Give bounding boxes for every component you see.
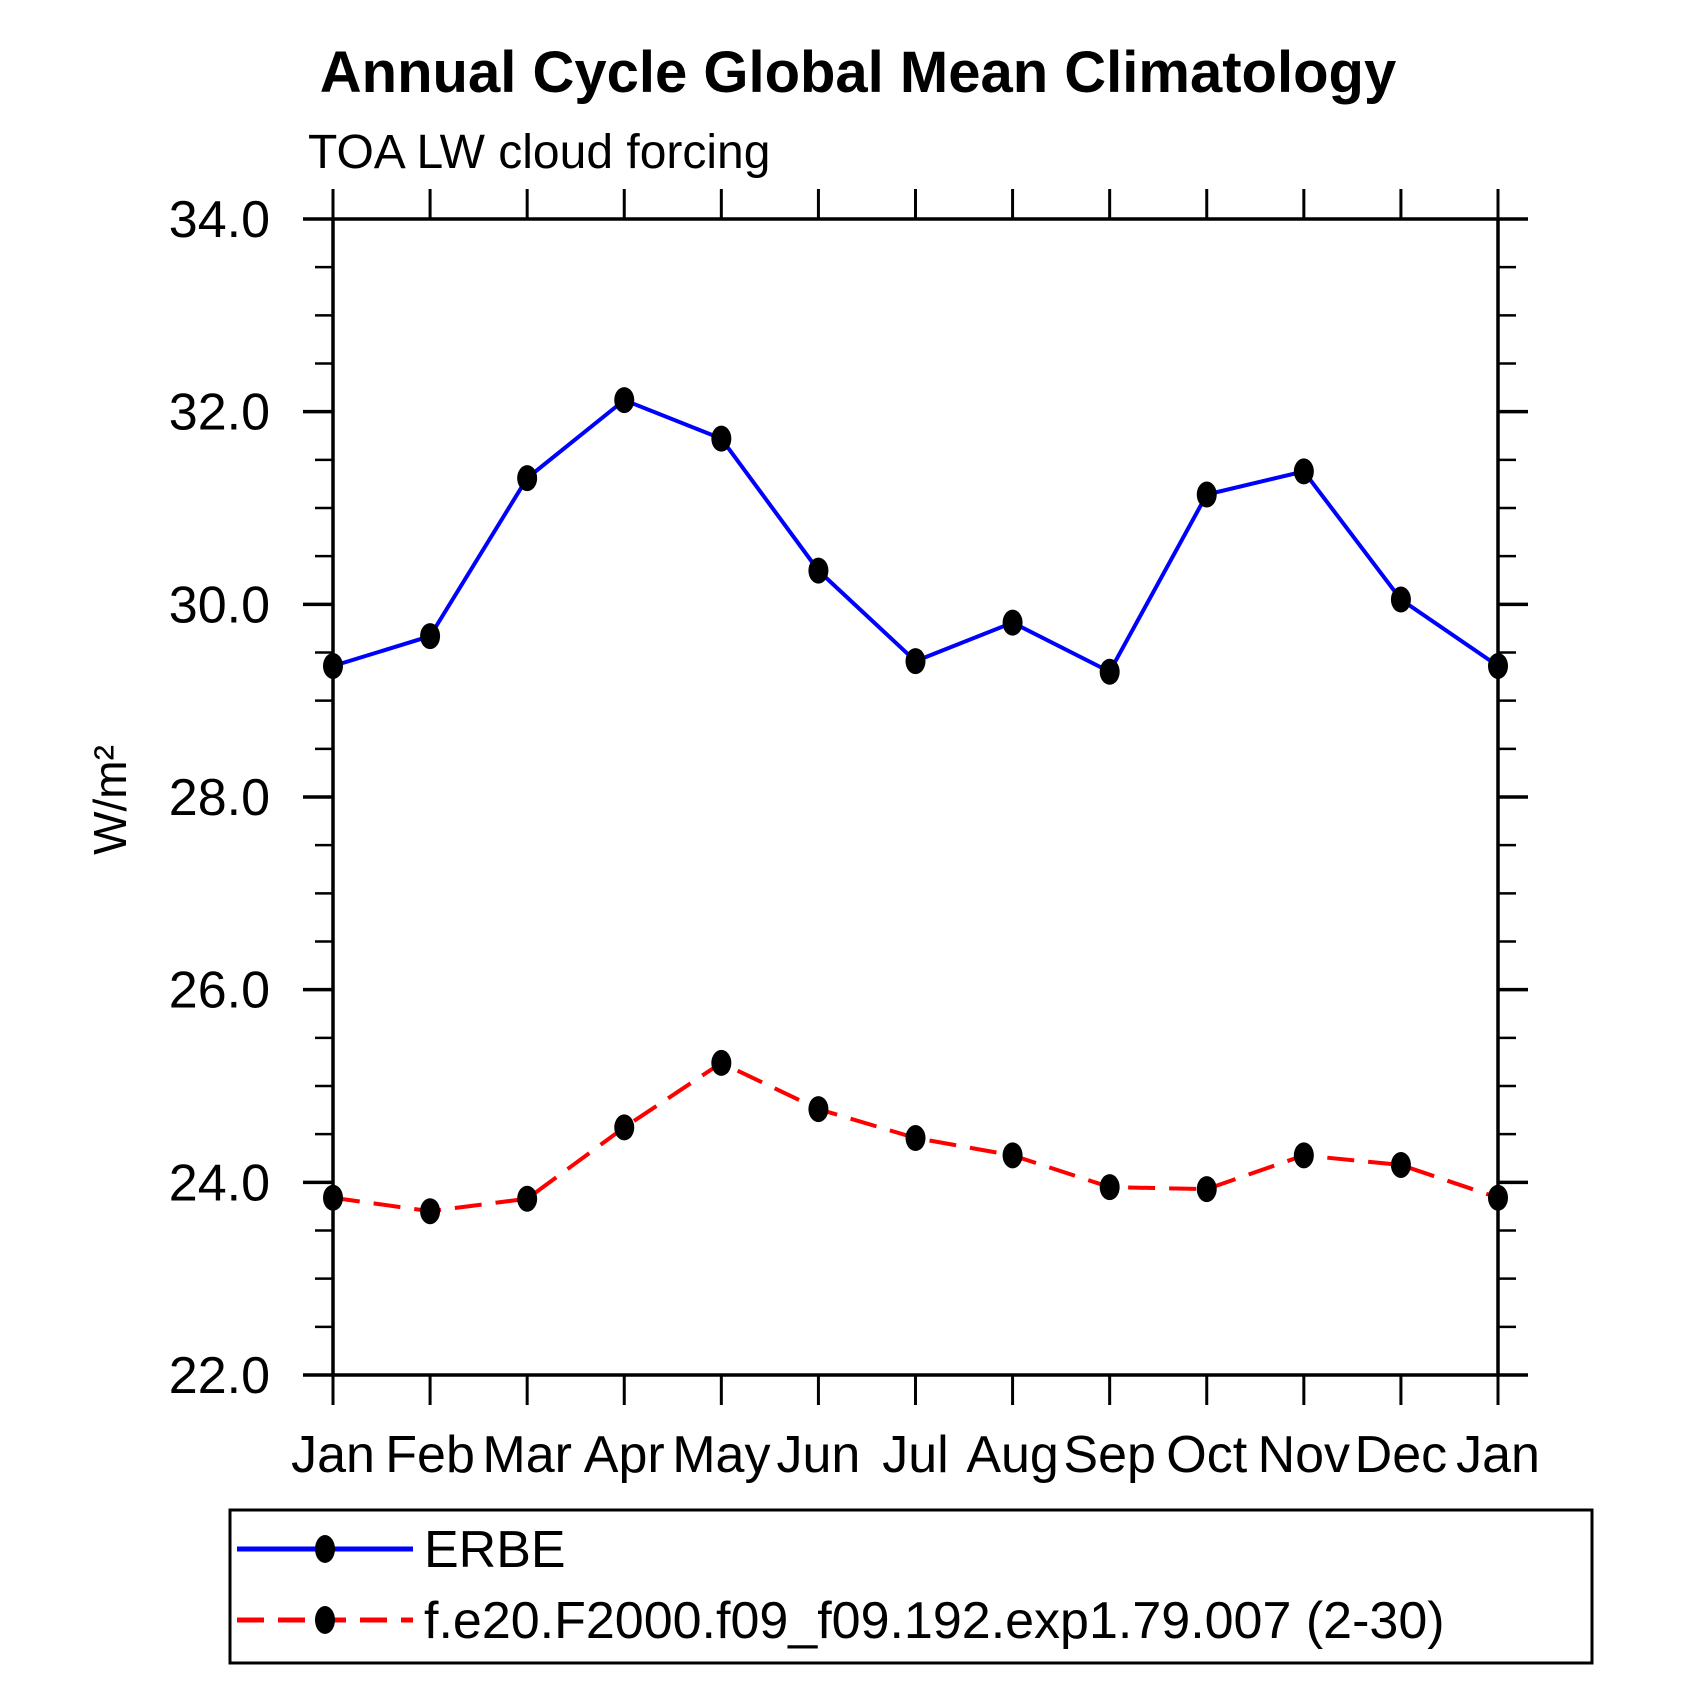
erbe-data-point-marker (614, 387, 635, 414)
x-axis-tick-label: Jun (776, 1426, 860, 1484)
y-axis-tick-label: 26.0 (169, 962, 270, 1020)
x-axis-tick-label: Aug (966, 1426, 1059, 1484)
erbe-data-point-marker (517, 465, 538, 492)
erbe-data-point-marker (323, 652, 343, 679)
model-data-point-marker (808, 1096, 829, 1123)
erbe-data-point-marker (1099, 658, 1120, 685)
legend: ERBE f.e20.F2000.f09_f09.192.exp1.79.007… (228, 1508, 1594, 1665)
erbe-data-point-marker (1293, 458, 1314, 485)
erbe-data-point-marker (1390, 586, 1411, 613)
model-data-point-marker (711, 1049, 732, 1076)
model-data-point-marker (1099, 1174, 1120, 1201)
y-axis-tick-label: 34.0 (169, 191, 270, 249)
plot-box (331, 217, 1500, 1377)
chart-title: Annual Cycle Global Mean Climatology (320, 40, 1396, 105)
legend-label-model: f.e20.F2000.f09_f09.192.exp1.79.007 (2-3… (424, 1592, 1445, 1650)
erbe-data-point-marker (711, 425, 732, 452)
x-axis-tick-label: Jan (1456, 1426, 1540, 1484)
chart-subtitle: TOA LW cloud forcing (308, 126, 770, 179)
y-axis-tick-label: 28.0 (169, 769, 270, 827)
x-axis-tick-label: Oct (1166, 1426, 1247, 1484)
x-axis-tick-label: Sep (1063, 1426, 1156, 1484)
erbe-data-point-marker (1488, 652, 1508, 679)
x-axis-tick-label: Feb (385, 1426, 475, 1484)
model-data-point-marker (614, 1114, 635, 1141)
x-axis-tick-label: Nov (1258, 1426, 1350, 1484)
legend-marker-erbe (315, 1535, 335, 1563)
legend-label-erbe: ERBE (424, 1521, 566, 1579)
model-data-point-marker (420, 1198, 441, 1225)
x-axis-tick-label: Jan (291, 1426, 375, 1484)
model-data-point-marker (517, 1185, 538, 1212)
erbe-data-point-marker (420, 623, 441, 650)
model-data-point-marker (1196, 1176, 1217, 1203)
legend-box (228, 1508, 1594, 1665)
erbe-data-point-marker (905, 648, 926, 675)
model-data-point-marker (1390, 1151, 1411, 1178)
erbe-data-point-marker (808, 557, 829, 584)
model-data-point-marker (1293, 1142, 1314, 1169)
x-axis-tick-label: Dec (1355, 1426, 1447, 1484)
x-axis-tick-label: Jul (882, 1426, 948, 1484)
model-data-point-marker (905, 1125, 926, 1152)
y-axis-tick-label: 24.0 (169, 1154, 270, 1212)
legend-marker-model (315, 1606, 335, 1634)
y-axis-tick-label: 22.0 (169, 1347, 270, 1405)
erbe-data-point-marker (1196, 481, 1217, 508)
model-data-point-marker (1488, 1184, 1508, 1211)
erbe-data-point-marker (1002, 609, 1023, 636)
y-axis-tick-label: 30.0 (169, 576, 270, 634)
model-data-point-marker (1002, 1142, 1023, 1169)
y-axis-tick-label: 32.0 (169, 384, 270, 442)
x-axis-tick-label: May (672, 1426, 770, 1484)
y-axis-label: W/m² (84, 745, 136, 855)
x-axis-tick-label: Mar (482, 1426, 572, 1484)
model-data-point-marker (323, 1184, 343, 1211)
x-axis-tick-label: Apr (584, 1426, 665, 1484)
